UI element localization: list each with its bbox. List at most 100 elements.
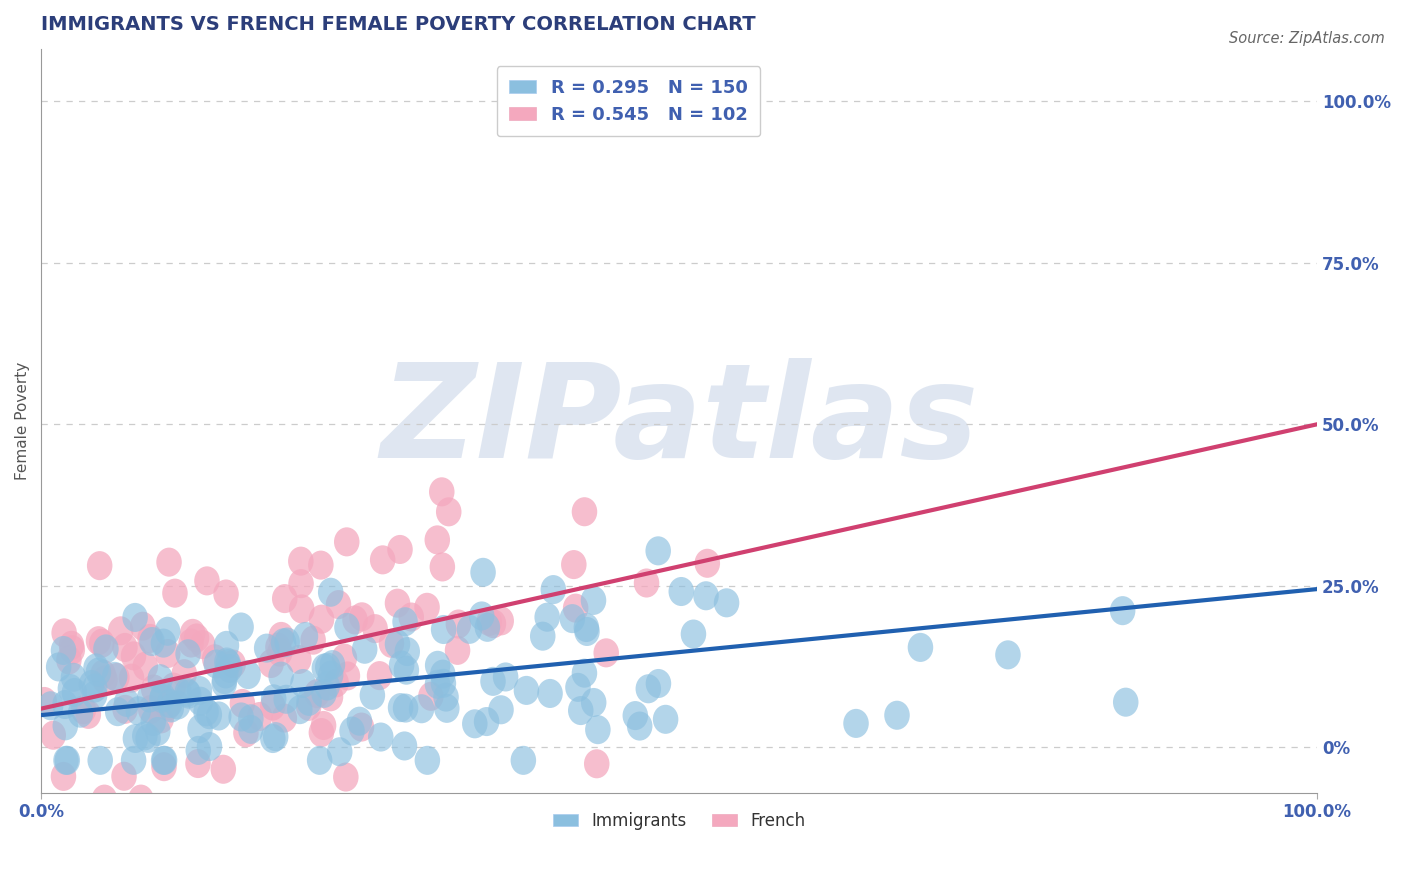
Ellipse shape xyxy=(349,713,374,741)
Ellipse shape xyxy=(335,613,360,642)
Ellipse shape xyxy=(565,673,591,702)
Ellipse shape xyxy=(156,548,181,577)
Ellipse shape xyxy=(260,724,285,753)
Ellipse shape xyxy=(105,698,131,726)
Ellipse shape xyxy=(58,674,83,703)
Ellipse shape xyxy=(108,616,134,645)
Ellipse shape xyxy=(267,638,292,666)
Ellipse shape xyxy=(1109,596,1136,625)
Ellipse shape xyxy=(425,651,450,680)
Ellipse shape xyxy=(271,584,298,613)
Ellipse shape xyxy=(387,535,413,564)
Ellipse shape xyxy=(333,763,359,791)
Ellipse shape xyxy=(312,654,337,682)
Ellipse shape xyxy=(166,677,191,706)
Ellipse shape xyxy=(315,653,340,681)
Ellipse shape xyxy=(70,695,96,724)
Ellipse shape xyxy=(583,749,610,779)
Ellipse shape xyxy=(235,660,262,690)
Ellipse shape xyxy=(349,602,374,632)
Ellipse shape xyxy=(247,702,273,731)
Ellipse shape xyxy=(510,746,536,775)
Ellipse shape xyxy=(645,669,671,698)
Ellipse shape xyxy=(82,673,107,703)
Ellipse shape xyxy=(652,705,678,734)
Ellipse shape xyxy=(581,586,606,615)
Ellipse shape xyxy=(287,695,312,724)
Ellipse shape xyxy=(122,603,148,632)
Ellipse shape xyxy=(202,644,228,673)
Ellipse shape xyxy=(53,746,79,775)
Ellipse shape xyxy=(311,679,337,708)
Ellipse shape xyxy=(318,661,343,690)
Ellipse shape xyxy=(392,693,419,723)
Ellipse shape xyxy=(194,566,219,596)
Ellipse shape xyxy=(187,676,212,705)
Ellipse shape xyxy=(155,616,180,646)
Ellipse shape xyxy=(477,607,502,636)
Ellipse shape xyxy=(187,714,212,743)
Ellipse shape xyxy=(149,705,174,733)
Ellipse shape xyxy=(370,545,395,574)
Ellipse shape xyxy=(271,628,297,657)
Ellipse shape xyxy=(52,690,77,719)
Ellipse shape xyxy=(214,659,239,689)
Ellipse shape xyxy=(214,631,239,660)
Ellipse shape xyxy=(995,640,1021,669)
Ellipse shape xyxy=(62,678,87,707)
Ellipse shape xyxy=(368,723,394,752)
Ellipse shape xyxy=(471,558,496,587)
Ellipse shape xyxy=(304,679,330,708)
Ellipse shape xyxy=(352,635,377,664)
Ellipse shape xyxy=(112,695,138,724)
Ellipse shape xyxy=(274,627,299,657)
Ellipse shape xyxy=(160,673,186,702)
Ellipse shape xyxy=(83,653,108,682)
Ellipse shape xyxy=(342,606,368,634)
Ellipse shape xyxy=(59,635,86,665)
Ellipse shape xyxy=(388,693,413,723)
Ellipse shape xyxy=(211,755,236,784)
Ellipse shape xyxy=(309,718,335,747)
Ellipse shape xyxy=(285,645,312,674)
Ellipse shape xyxy=(266,632,291,662)
Ellipse shape xyxy=(159,693,184,723)
Ellipse shape xyxy=(155,691,180,721)
Ellipse shape xyxy=(540,575,567,604)
Ellipse shape xyxy=(211,669,238,698)
Ellipse shape xyxy=(101,662,128,691)
Ellipse shape xyxy=(186,736,211,765)
Ellipse shape xyxy=(132,722,157,750)
Ellipse shape xyxy=(444,636,470,665)
Ellipse shape xyxy=(335,527,360,557)
Ellipse shape xyxy=(121,746,146,775)
Ellipse shape xyxy=(269,662,294,690)
Ellipse shape xyxy=(172,659,197,689)
Ellipse shape xyxy=(165,690,191,720)
Y-axis label: Female Poverty: Female Poverty xyxy=(15,362,30,480)
Ellipse shape xyxy=(273,685,299,714)
Ellipse shape xyxy=(128,785,153,814)
Ellipse shape xyxy=(82,681,107,710)
Legend: Immigrants, French: Immigrants, French xyxy=(547,805,811,837)
Ellipse shape xyxy=(121,641,146,671)
Ellipse shape xyxy=(436,498,461,526)
Ellipse shape xyxy=(308,550,333,580)
Ellipse shape xyxy=(271,704,297,732)
Ellipse shape xyxy=(315,672,340,700)
Ellipse shape xyxy=(138,695,163,724)
Ellipse shape xyxy=(430,669,456,698)
Ellipse shape xyxy=(86,626,111,656)
Ellipse shape xyxy=(93,634,118,664)
Ellipse shape xyxy=(290,594,315,624)
Ellipse shape xyxy=(174,678,200,706)
Ellipse shape xyxy=(560,604,585,633)
Ellipse shape xyxy=(205,701,232,731)
Ellipse shape xyxy=(176,680,201,708)
Ellipse shape xyxy=(93,665,118,694)
Ellipse shape xyxy=(430,615,457,644)
Ellipse shape xyxy=(233,718,259,747)
Ellipse shape xyxy=(150,746,176,775)
Ellipse shape xyxy=(193,698,219,726)
Ellipse shape xyxy=(122,724,148,753)
